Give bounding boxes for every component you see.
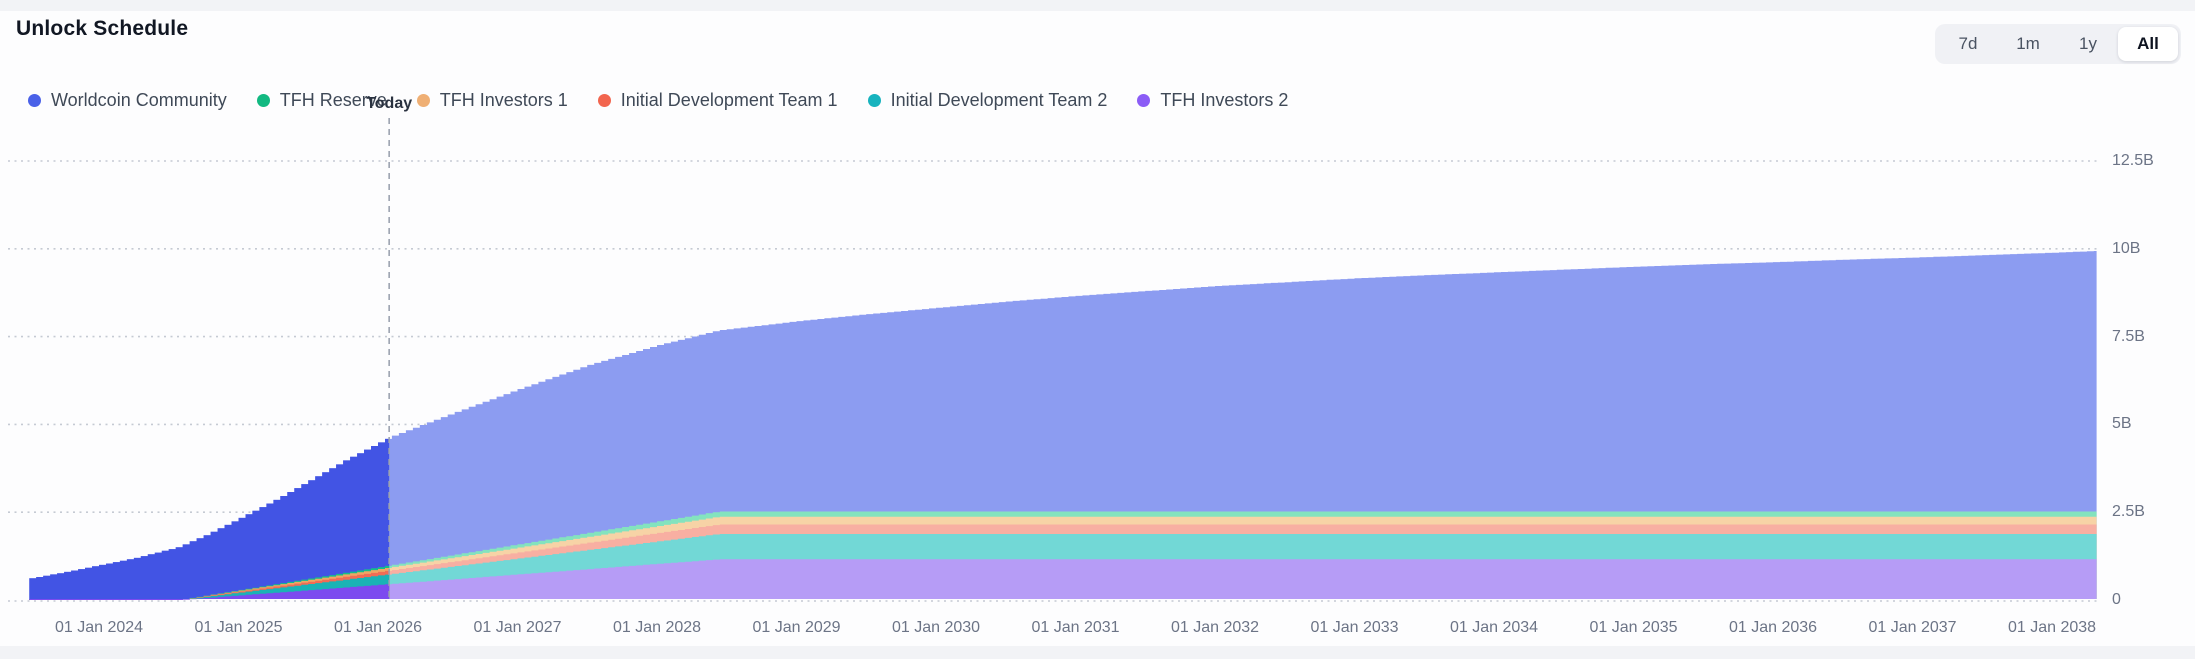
legend-item-tfh-reserve[interactable]: TFH Reserve: [256, 90, 387, 111]
x-axis-label-2032: 01 Jan 2032: [1170, 619, 1260, 636]
x-axis-label-2033: 01 Jan 2033: [1310, 619, 1399, 636]
y-axis-label-7-5: 7.5B: [2112, 327, 2145, 345]
y-axis-label-5: 5B: [2112, 415, 2132, 433]
x-axis-label-2026: 01 Jan 2026: [333, 619, 423, 636]
legend-label: Initial Development Team 2: [890, 90, 1108, 110]
x-axis-label-2027: 01 Jan 2027: [473, 619, 562, 636]
bottom-divider-strip: [0, 646, 2195, 659]
x-axis-label-2038: 01 Jan 2038: [2007, 619, 2097, 636]
legend-label: Initial Development Team 1: [620, 90, 838, 110]
x-axis-label-2024: 01 Jan 2024: [54, 619, 144, 636]
x-axis-label-2036: 01 Jan 2036: [1728, 619, 1818, 636]
legend-item-tfh-investors-1[interactable]: TFH Investors 1: [416, 90, 568, 111]
range-selector: 7d 1m 1y All: [1935, 24, 2181, 64]
series-area-future-tfh-investors-2: [29, 559, 2097, 600]
legend-item-tfh-investors-2[interactable]: TFH Investors 2: [1137, 90, 1288, 111]
x-axis-label-2025: 01 Jan 2025: [194, 619, 283, 636]
x-axis-label-2030: 01 Jan 2030: [891, 619, 981, 636]
x-axis-label-2029: 01 Jan 2029: [752, 619, 841, 636]
y-axis-label-10: 10B: [2112, 239, 2141, 257]
legend-item-initial-development-team-2[interactable]: Initial Development Team 2: [867, 90, 1108, 111]
legend-label: TFH Reserve: [279, 90, 387, 110]
legend-dot-icon: [597, 94, 611, 107]
top-divider-strip: [0, 0, 2195, 11]
legend-label: Worldcoin Community: [51, 90, 227, 110]
legend-dot-icon: [1137, 94, 1151, 107]
x-axis-label-2034: 01 Jan 2034: [1449, 619, 1539, 636]
legend-item-worldcoin-community[interactable]: Worldcoin Community: [28, 90, 227, 111]
chart-legend: Worldcoin Community TFH Reserve TFH Invest…: [28, 90, 1288, 111]
series-area-past-tfh-investors-2: [29, 584, 390, 600]
x-axis-label-2035: 01 Jan 2035: [1589, 619, 1678, 636]
legend-dot-icon: [256, 94, 270, 107]
areas-past: [29, 438, 390, 600]
x-axis-label-2028: 01 Jan 2028: [612, 619, 702, 636]
legend-dot-icon: [867, 94, 881, 107]
series-area-past-worldcoin-community: [29, 438, 390, 599]
areas-future: [29, 250, 2097, 600]
legend-dot-icon: [416, 94, 430, 107]
legend-dot-icon: [28, 94, 41, 107]
range-button-1y[interactable]: 1y: [2058, 27, 2118, 61]
legend-label: TFH Investors 2: [1160, 90, 1289, 110]
range-button-7d[interactable]: 7d: [1938, 27, 1998, 61]
range-button-all[interactable]: All: [2118, 27, 2178, 61]
today-label: Today: [366, 95, 413, 112]
page-title: Unlock Schedule: [16, 17, 189, 40]
range-button-1m[interactable]: 1m: [1998, 27, 2058, 61]
legend-item-initial-development-team-1[interactable]: Initial Development Team 1: [597, 90, 838, 111]
x-axis-label-2031: 01 Jan 2031: [1031, 619, 1120, 636]
y-axis-label-2-5: 2.5B: [2112, 503, 2145, 521]
y-axis-label-12-5: 12.5B: [2112, 152, 2154, 169]
y-axis-label-0: 0: [2112, 591, 2121, 608]
legend-label: TFH Investors 1: [439, 90, 568, 110]
x-axis-label-2037: 01 Jan 2037: [1868, 619, 1957, 636]
